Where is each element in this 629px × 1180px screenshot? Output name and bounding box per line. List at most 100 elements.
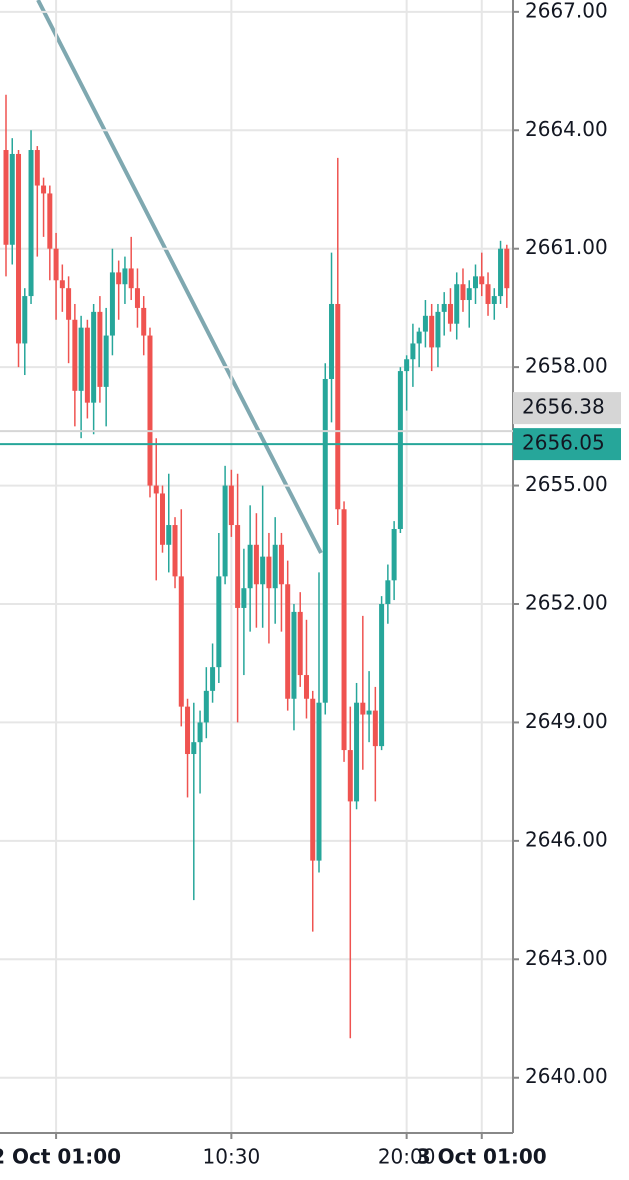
candle-body [303,675,309,699]
candle-body [360,702,366,715]
candle-body [454,284,460,324]
candle-body [335,303,341,510]
candle-body [128,268,134,289]
candle-body [429,315,435,348]
candle-body [291,611,297,699]
price-label: 2656.05 [522,431,605,455]
x-tick-label: 2 Oct 01:00 [0,1145,121,1169]
candle-body [34,150,40,186]
candle-body [441,303,447,312]
candle-body [460,284,466,301]
candle-body [504,248,510,289]
price-label-box [513,392,621,425]
candle-body [9,153,15,245]
candle-body [272,544,278,589]
grid [0,0,513,1133]
candle-body [416,331,422,344]
candle-body [59,280,65,289]
candle-body [185,706,191,755]
y-tick-label: 2661.00 [525,235,608,259]
candle-body [329,303,335,379]
candle-body [491,296,497,304]
candle-body [197,722,203,743]
y-tick-label: 2667.00 [525,0,608,22]
candle-body [253,544,259,585]
candle-body [147,335,153,486]
candle-body [153,485,159,494]
y-tick-label: 2646.00 [525,827,608,851]
y-tick-label: 2652.00 [525,591,608,615]
candle-body [122,268,128,285]
candle-body [28,150,34,297]
candle-body [341,509,347,751]
candle-body [498,248,504,297]
candle-body [297,611,303,676]
candle-body [310,698,316,861]
candle-body [479,276,485,285]
candle-body [397,371,403,529]
candle-body [422,315,428,332]
candle-body [285,584,291,699]
candle-body [466,288,472,301]
candle-body [53,248,59,281]
candle-body [16,153,22,344]
candle-body [435,311,441,348]
candle-body [410,343,416,360]
y-tick-label: 2643.00 [525,946,608,970]
candle-body [366,710,372,715]
candle-body [372,710,378,747]
candle-body [3,150,9,245]
candle-body [391,528,397,581]
candle-body [322,378,328,703]
candle-body [379,604,385,747]
y-tick-label: 2655.00 [525,472,608,496]
candle-body [78,327,84,391]
candle-body [91,311,97,403]
y-tick-label: 2649.00 [525,709,608,733]
candle-body [203,690,209,723]
y-tick-label: 2640.00 [525,1064,608,1088]
candle-body [103,335,109,387]
candle-body [210,667,216,691]
candle-body [404,359,410,372]
candle-body [109,272,115,336]
candle-body [141,307,147,336]
candle-body [235,525,241,608]
candle-body [66,288,72,320]
candle-body [172,525,178,577]
candle-body [266,556,272,589]
candle-body [278,544,284,585]
candle-body [222,485,228,577]
candle-body [97,311,103,387]
y-tick-label: 2658.00 [525,354,608,378]
candle-body [216,576,222,668]
x-tick-label: 3 Oct 01:00 [417,1145,547,1169]
candle-body [47,193,53,249]
candle-body [134,288,140,308]
candle-body [84,327,90,403]
candle-body [166,525,172,545]
candle-body [228,485,234,526]
candle-body [241,588,247,608]
candle-body [247,544,253,589]
candle-body [260,556,266,585]
candle-body [447,303,453,324]
candle-body [72,319,78,391]
price-label-box [513,428,621,461]
candle-body [116,272,122,285]
x-tick-label: 10:30 [203,1145,261,1169]
x-tick-label: 20:00 [378,1145,436,1169]
candle-body [473,276,478,289]
candle-body [178,576,184,707]
candle-body [160,493,165,545]
candle-body [385,580,391,605]
trend-line [36,0,323,554]
y-tick-label: 2664.00 [525,117,608,141]
candle-body [41,185,47,194]
candle-body [316,702,322,861]
candle-body [354,702,360,802]
candle-body [485,284,491,304]
price-label: 2656.38 [522,395,605,419]
candle-body [22,296,28,344]
